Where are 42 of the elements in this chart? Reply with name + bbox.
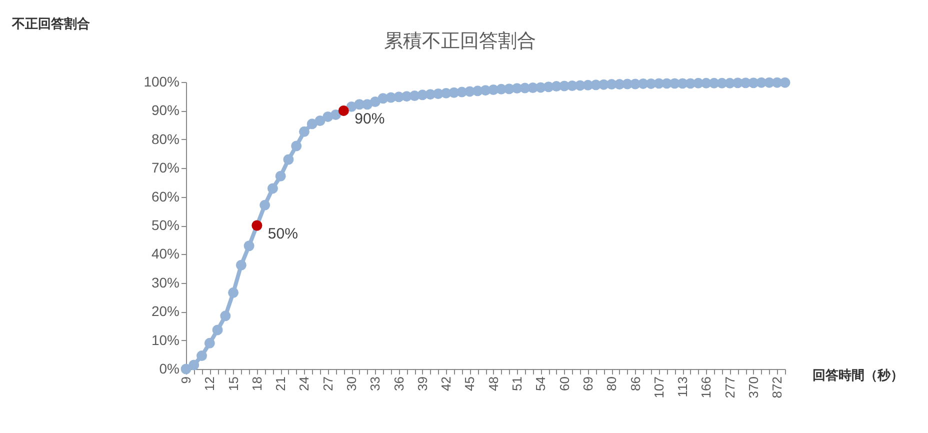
x-tick-label: 48 bbox=[486, 376, 501, 391]
x-tick-label: 21 bbox=[273, 376, 288, 391]
x-tick-label: 69 bbox=[580, 376, 596, 391]
x-tick-label: 33 bbox=[368, 376, 383, 391]
y-tick-label: 100% bbox=[144, 74, 180, 90]
y-tick-label: 20% bbox=[151, 303, 180, 320]
y-tick-label: 50% bbox=[151, 217, 180, 233]
x-tick-label: 18 bbox=[249, 376, 264, 391]
x-tick-label: 107 bbox=[651, 376, 666, 398]
x-tick-label: 45 bbox=[462, 376, 478, 391]
data-label: 90% bbox=[354, 110, 385, 128]
x-tick-label: 15 bbox=[226, 376, 241, 391]
x-tick-label: 9 bbox=[178, 376, 194, 384]
x-tick-label: 12 bbox=[202, 376, 218, 391]
x-axis-title: 回答時間（秒） bbox=[812, 368, 904, 382]
text: 不正回答割合 bbox=[11, 16, 90, 31]
y-tick-label: 70% bbox=[151, 160, 180, 176]
x-tick-label: 30 bbox=[344, 376, 360, 391]
y-tick-label: 40% bbox=[151, 246, 180, 262]
y-tick-label: 80% bbox=[151, 130, 180, 147]
x-tick-label: 60 bbox=[556, 376, 572, 391]
x-tick-label: 54 bbox=[533, 376, 548, 391]
x-tick-label: 277 bbox=[722, 376, 738, 398]
data-label: 50% bbox=[268, 226, 298, 242]
x-tick-label: 27 bbox=[320, 376, 336, 391]
x-tick-label: 166 bbox=[698, 376, 714, 398]
x-tick-label: 39 bbox=[414, 376, 430, 391]
x-tick-label: 42 bbox=[438, 376, 454, 391]
x-tick-label: 872 bbox=[770, 376, 785, 398]
y-tick-label: 30% bbox=[151, 274, 180, 290]
x-tick-label: 370 bbox=[746, 376, 761, 398]
y-tick-label: 60% bbox=[151, 188, 180, 204]
x-tick-label: 86 bbox=[628, 376, 643, 391]
x-tick-label: 24 bbox=[296, 376, 312, 391]
x-tick-label: 113 bbox=[675, 376, 690, 398]
y-tick-label: 90% bbox=[151, 102, 180, 118]
x-tick-label: 80 bbox=[604, 376, 620, 391]
x-tick-label: 36 bbox=[391, 376, 406, 391]
y-tick-label: 10% bbox=[151, 332, 180, 348]
chart-title: 累積不正回答割合 bbox=[384, 31, 536, 52]
y-tick-label: 0% bbox=[159, 360, 180, 376]
x-tick-label: 51 bbox=[510, 376, 525, 391]
